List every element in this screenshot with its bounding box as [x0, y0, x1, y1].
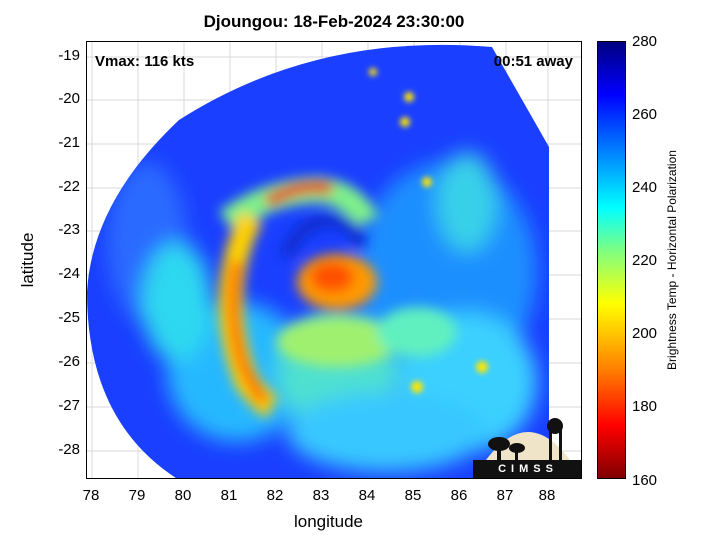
- ytick-label: -19: [58, 47, 80, 64]
- colorbar-title: Brightness Temp - Horizontal Polarizatio…: [665, 150, 679, 370]
- colorbar: [597, 41, 626, 479]
- ytick-label: -23: [58, 221, 80, 238]
- xtick-label: 79: [128, 487, 146, 504]
- ytick-label: -25: [58, 309, 80, 326]
- colorbar-tick-label: 160: [632, 472, 658, 489]
- satellite-dish-icon: [473, 418, 581, 478]
- x-axis-label: longitude: [294, 512, 364, 531]
- colorbar-tick-label: 200: [632, 325, 658, 342]
- vmax-label: Vmax: 116 kts: [95, 53, 195, 70]
- colorbar-tick-label: 220: [632, 252, 658, 269]
- ytick-label: -20: [58, 90, 80, 107]
- xtick-label: 83: [312, 487, 330, 504]
- xtick-label: 80: [174, 487, 192, 504]
- colorbar-tick-label: 260: [632, 106, 658, 123]
- cimss-logo: CIMSS: [473, 414, 581, 478]
- xtick-label: 85: [404, 487, 422, 504]
- colorbar-tick-label: 180: [632, 398, 658, 415]
- xtick-label: 88: [538, 487, 556, 504]
- ytick-label: -22: [58, 178, 80, 195]
- xtick-label: 87: [496, 487, 514, 504]
- ytick-label: -28: [58, 441, 80, 458]
- xtick-label: 86: [450, 487, 468, 504]
- cimss-logo-text: CIMSS: [498, 463, 558, 475]
- xtick-label: 82: [266, 487, 284, 504]
- ytick-label: -26: [58, 353, 80, 370]
- microwave-swath: [87, 42, 581, 478]
- map-plot-area[interactable]: Vmax: 116 kts 00:51 away CIMSS: [86, 41, 582, 479]
- xtick-label: 78: [82, 487, 100, 504]
- colorbar-tick-label: 280: [632, 33, 658, 50]
- ytick-label: -27: [58, 397, 80, 414]
- plot-title: Djoungou: 18-Feb-2024 23:30:00: [203, 12, 465, 31]
- time-offset-label: 00:51 away: [493, 53, 573, 70]
- xtick-label: 81: [220, 487, 238, 504]
- y-axis-label: latitude: [18, 232, 37, 288]
- ytick-label: -21: [58, 134, 80, 151]
- colorbar-tick-label: 240: [632, 179, 658, 196]
- ytick-label: -24: [58, 265, 80, 282]
- xtick-label: 84: [358, 487, 376, 504]
